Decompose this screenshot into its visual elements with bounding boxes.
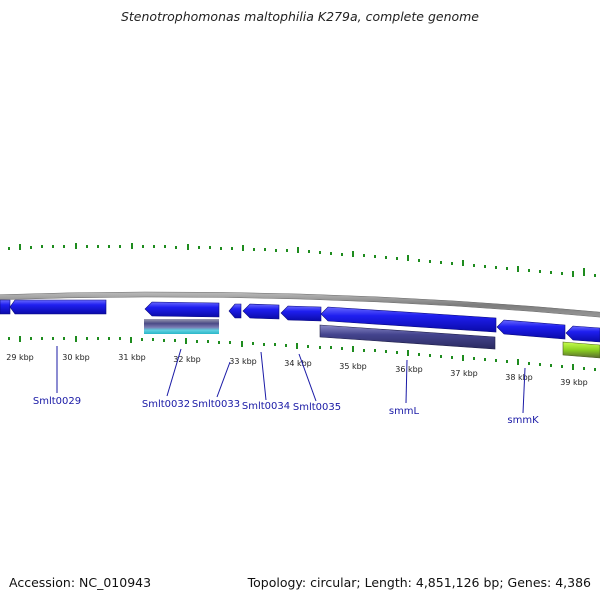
gene-arrow	[9, 299, 107, 315]
gene-labels[interactable]: Smlt0029 Smlt0032 Smlt0033 Smlt0034 Smlt…	[33, 396, 539, 426]
kbp-label: 30 kbp	[62, 353, 90, 362]
feature-bar[interactable]	[319, 324, 496, 350]
genome-summary-text: Topology: circular; Length: 4,851,126 bp…	[247, 575, 591, 590]
accession-text: Accession: NC_010943	[9, 575, 152, 590]
gene-arrow	[144, 301, 220, 318]
kbp-label: 32 kbp	[173, 355, 201, 364]
kbp-label: 38 kbp	[505, 373, 533, 382]
gene-arrow	[496, 319, 566, 340]
kbp-label: 36 kbp	[395, 365, 423, 374]
outer-tick-row	[8, 243, 596, 277]
kbp-label: 37 kbp	[450, 369, 478, 378]
kbp-label: 34 kbp	[284, 359, 312, 368]
gene-arrow	[280, 305, 322, 322]
kbp-label: 33 kbp	[229, 357, 257, 366]
kbp-label: 31 kbp	[118, 353, 146, 362]
gene-label-smml[interactable]: smmL	[389, 406, 420, 417]
gene-label-smmk[interactable]: smmK	[507, 415, 539, 426]
kbp-label: 35 kbp	[339, 362, 367, 371]
gene-arrow	[565, 325, 600, 343]
gene-arrow	[0, 299, 11, 315]
feature-stack[interactable]	[144, 319, 219, 334]
gene-arrows[interactable]	[0, 299, 600, 343]
kbp-label: 29 kbp	[6, 353, 34, 362]
gene-label-smlt0034[interactable]: Smlt0034	[242, 401, 290, 412]
gene-arrow	[320, 306, 497, 333]
genome-title: Stenotrophomonas maltophilia K279a, comp…	[120, 9, 480, 24]
kbp-label: 39 kbp	[560, 378, 588, 387]
kbp-scale: 29 kbp 30 kbp 31 kbp 32 kbp 33 kbp 34 kb…	[6, 353, 588, 387]
gene-leader-lines	[56, 346, 526, 414]
feature-bar[interactable]	[562, 341, 600, 359]
inner-tick-row	[8, 336, 596, 371]
gene-arrow	[242, 303, 280, 320]
gene-label-smlt0035[interactable]: Smlt0035	[293, 402, 341, 413]
gene-arrow	[228, 303, 242, 319]
gene-label-smlt0033[interactable]: Smlt0033	[192, 399, 240, 410]
gene-label-smlt0029[interactable]: Smlt0029	[33, 396, 81, 407]
gene-label-smlt0032[interactable]: Smlt0032	[142, 399, 190, 410]
genome-backbone	[0, 291, 600, 318]
